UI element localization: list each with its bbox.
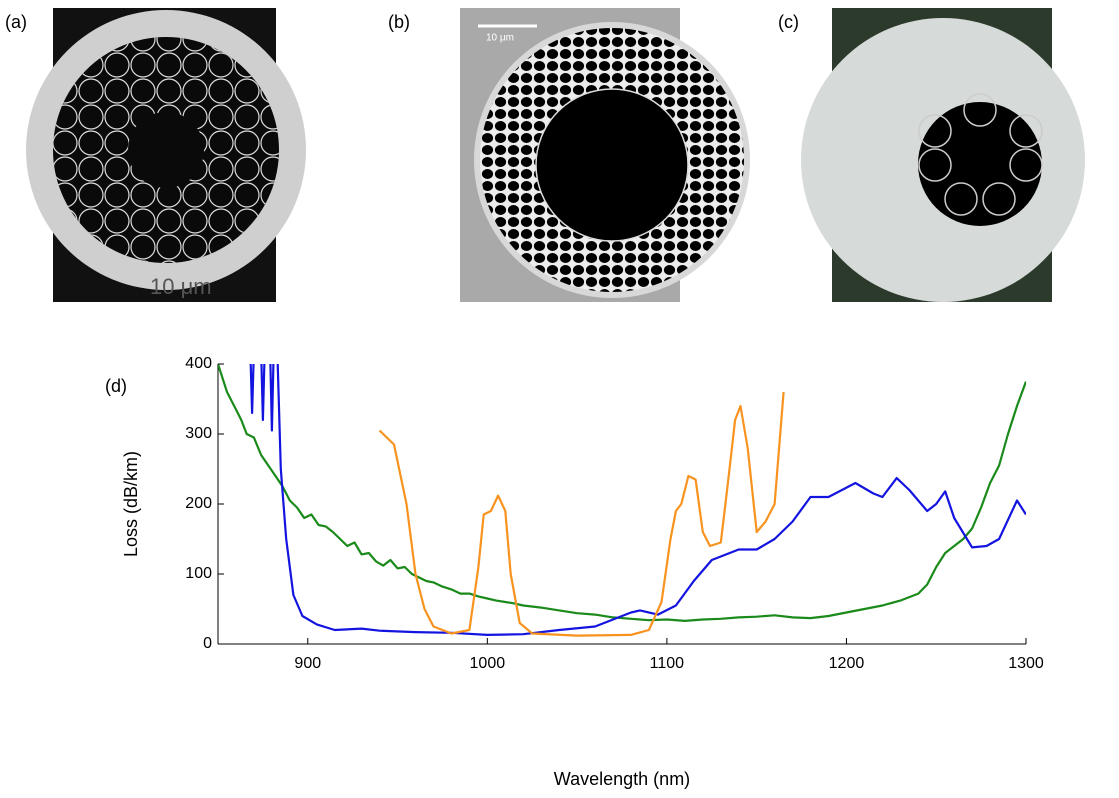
y-axis-label: Loss (dB/km) bbox=[121, 451, 141, 557]
panel-label: (d) bbox=[105, 376, 127, 396]
data-line bbox=[218, 364, 1026, 621]
scale-bar-label: 10 μm bbox=[150, 274, 212, 299]
y-tick-label: 200 bbox=[185, 495, 212, 512]
y-tick-label: 100 bbox=[185, 565, 212, 582]
x-tick-label: 900 bbox=[294, 655, 321, 672]
data-line bbox=[380, 392, 784, 636]
y-tick-label: 400 bbox=[185, 355, 212, 372]
image-c bbox=[801, 8, 1085, 302]
panel-label: (c) bbox=[778, 12, 799, 32]
x-tick-label: 1200 bbox=[829, 655, 865, 672]
panel-label: (a) bbox=[5, 12, 27, 32]
y-tick-label: 300 bbox=[185, 425, 212, 442]
plot-area bbox=[218, 350, 1026, 636]
x-tick-label: 1300 bbox=[1008, 655, 1044, 672]
figure: 10 μm (a) 10 μm (b) (c) (d) Wavelength (… bbox=[0, 0, 1119, 798]
image-b: 10 μm bbox=[460, 8, 750, 302]
scale-bar-label: 10 μm bbox=[486, 33, 514, 44]
x-tick-label: 1100 bbox=[650, 655, 685, 672]
x-axis-label: Wavelength (nm) bbox=[554, 769, 690, 789]
data-line bbox=[247, 350, 1026, 635]
panel-label: (b) bbox=[388, 12, 410, 32]
y-tick-label: 0 bbox=[203, 635, 212, 652]
image-a: 10 μm bbox=[26, 8, 306, 302]
x-tick-label: 1000 bbox=[470, 655, 506, 672]
